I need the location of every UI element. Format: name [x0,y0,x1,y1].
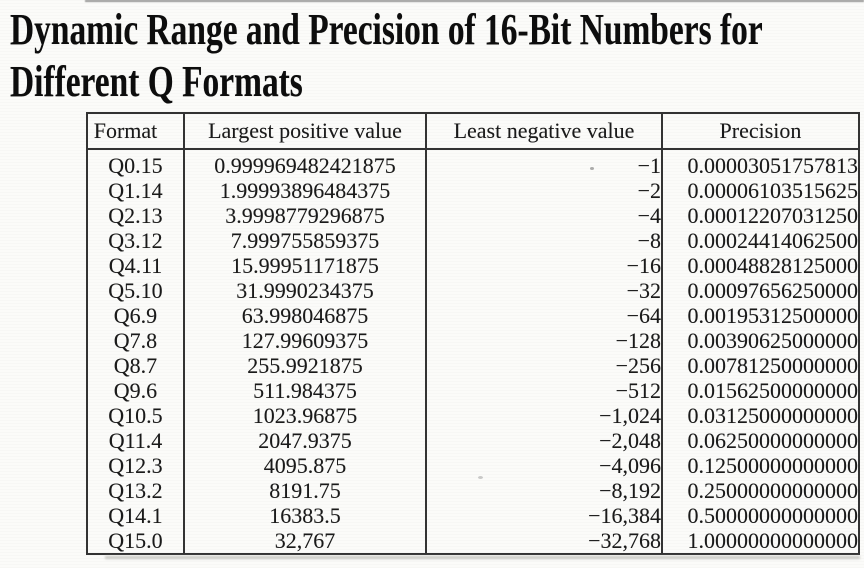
table-cell-least_negative_value: −2,048 [426,428,663,453]
table-cell-precision: 0.03125000000000 [687,403,859,428]
table-cell-format: Q6.9 [87,303,185,328]
table-row: Q1.14 1.99993896484375 −2 0.00006103515625 [87,178,859,203]
table-cell-format: Q5.10 [87,278,185,303]
table-row: Q0.15 0.999969482421875 −1 0.00003051757813 [87,149,859,178]
scan-speck [478,476,483,479]
table-cell-least_negative_value: −32 [426,278,663,303]
table-cell-format: Q11.4 [87,428,185,453]
table-row: Q3.12 7.999755859375 −8 0.00024414062500 [87,228,859,253]
table-cell-format: Q4.11 [87,253,185,278]
table-cell-least_negative_value: −128 [426,328,663,353]
table-row: Q12.3 4095.875 −4,096 0.12500000000000 [87,453,859,478]
scan-speck [590,167,594,170]
column-header-format: Format [87,113,185,150]
table-cell-precision: 0.00048828125000 [687,253,859,278]
table-cell-precision: 0.06250000000000 [687,428,859,453]
table-header-row: Format Largest positive value Least nega… [87,113,859,150]
table-cell-precision: 0.00390625000000 [687,328,859,353]
table-cell-precision: 0.00012207031250 [687,203,859,228]
table-header: Format Largest positive value Least nega… [87,113,859,150]
table-cell-largest_positive_value: 511.984375 [184,378,427,403]
table-cell-largest_positive_value: 31.9990234375 [184,278,427,303]
table-cell-largest_positive_value: 255.9921875 [184,353,427,378]
table-cell-least_negative_value: −8 [426,228,663,253]
table-cell-precision: 0.00024414062500 [687,228,859,253]
table-cell-format: Q8.7 [87,353,185,378]
table-row: Q7.8 127.99609375 −128 0.00390625000000 [87,328,859,353]
table-cell-largest_positive_value: 7.999755859375 [184,228,427,253]
table-cell-largest_positive_value: 2047.9375 [184,428,427,453]
table-cell-largest_positive_value: 1.99993896484375 [184,178,427,203]
table-cell-precision: 1.00000000000000 [687,528,859,553]
table-cell-precision: 0.00781250000000 [687,353,859,378]
table-cell-format: Q1.14 [87,178,185,203]
table-cell-largest_positive_value: 0.999969482421875 [184,149,427,178]
table-row: Q8.7 255.9921875 −256 0.00781250000000 [87,353,859,378]
table-cell-format: Q14.1 [87,503,185,528]
table-cell-largest_positive_value: 16383.5 [184,503,427,528]
table-row: Q11.4 2047.9375 −2,048 0.06250000000000 [87,428,859,453]
table-cell-largest_positive_value: 8191.75 [184,478,427,503]
table-cell-largest_positive_value: 1023.96875 [184,403,427,428]
table-cell-least_negative_value: −2 [426,178,663,203]
table-cell-largest_positive_value: 3.9998779296875 [184,203,427,228]
table-row: Q5.10 31.9990234375 −32 0.00097656250000 [87,278,859,303]
q-format-table: Format Largest positive value Least nega… [86,112,860,555]
table-cell-least_negative_value: −8,192 [426,478,663,503]
table-cell-least_negative_value: −32,768 [426,528,663,554]
table-cell-format: Q3.12 [87,228,185,253]
table-cell-least_negative_value: −64 [426,303,663,328]
table-cell-format: Q10.5 [87,403,185,428]
table-cell-largest_positive_value: 15.99951171875 [184,253,427,278]
table-cell-format: Q7.8 [87,328,185,353]
table-cell-least_negative_value: −4,096 [426,453,663,478]
page-title: Dynamic Range and Precision of 16-Bit Nu… [10,4,763,108]
table-cell-precision: 0.01562500000000 [687,378,859,403]
table-row: Q14.1 16383.5 −16,384 0.50000000000000 [87,503,859,528]
table-row: Q4.11 15.99951171875 −16 0.00048828125000 [87,253,859,278]
table-row: Q2.13 3.9998779296875 −4 0.00012207031250 [87,203,859,228]
table-row: Q6.9 63.998046875 −64 0.00195312500000 [87,303,859,328]
table-cell-format: Q12.3 [87,453,185,478]
table-cell-largest_positive_value: 32,767 [184,528,427,554]
table-cell-least_negative_value: −1 [426,149,663,178]
column-header-precision: Precision [662,113,859,150]
table-cell-least_negative_value: −1,024 [426,403,663,428]
table-cell-format: Q9.6 [87,378,185,403]
table-body: Q0.15 0.999969482421875 −1 0.00003051757813… [87,149,859,554]
table-cell-least_negative_value: −512 [426,378,663,403]
table-row: Q10.5 1023.96875 −1,024 0.03125000000000 [87,403,859,428]
table-row: Q13.2 8191.75 −8,192 0.25000000000000 [87,478,859,503]
table-cell-least_negative_value: −256 [426,353,663,378]
table-cell-largest_positive_value: 127.99609375 [184,328,427,353]
table-cell-format: Q13.2 [87,478,185,503]
table-cell-precision: 0.50000000000000 [687,503,859,528]
page-title-line2: Different Q Formats [10,57,303,106]
column-header-largest: Largest positive value [184,113,427,150]
table-row: Q15.0 32,767 −32,768 1.00000000000000 [87,528,859,554]
table-cell-least_negative_value: −4 [426,203,663,228]
table-cell-format: Q15.0 [87,528,185,554]
table-cell-precision: 0.00195312500000 [687,303,859,328]
table-cell-least_negative_value: −16,384 [426,503,663,528]
table-row: Q9.6 511.984375 −512 0.01562500000000 [87,378,859,403]
table-cell-largest_positive_value: 4095.875 [184,453,427,478]
page-title-line1: Dynamic Range and Precision of 16-Bit Nu… [10,5,763,54]
table-cell-format: Q0.15 [87,149,185,178]
table-cell-format: Q2.13 [87,203,185,228]
scan-artifact-bottom-smudge [105,556,860,559]
table-cell-precision: 0.25000000000000 [687,478,859,503]
table-cell-largest_positive_value: 63.998046875 [184,303,427,328]
table-cell-precision: 0.00097656250000 [687,278,859,303]
scan-artifact-top-smudge [85,0,864,2]
table-cell-least_negative_value: −16 [426,253,663,278]
column-header-least: Least negative value [426,113,663,150]
table-cell-precision: 0.00003051757813 [687,153,859,178]
table-cell-precision: 0.00006103515625 [687,178,859,203]
table-cell-precision: 0.12500000000000 [687,453,859,478]
